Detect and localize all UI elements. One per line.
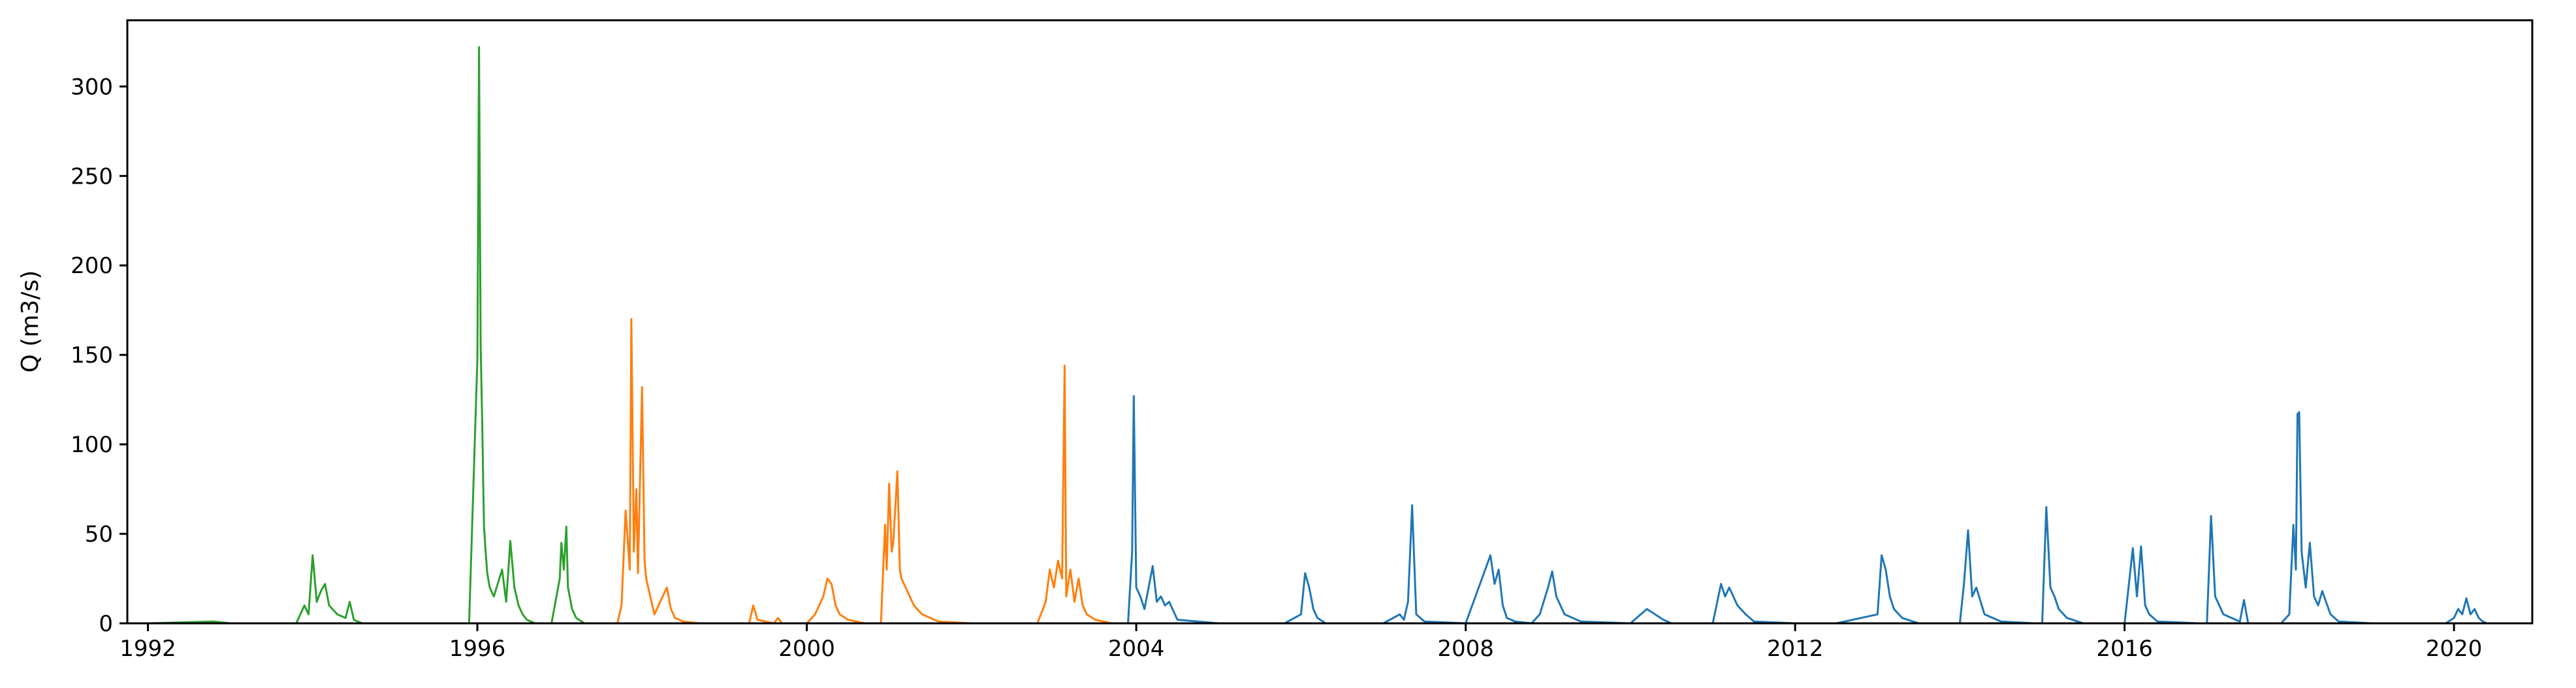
series-line-1 xyxy=(148,46,601,625)
x-tick-label: 2008 xyxy=(1437,636,1494,662)
x-tick-label: 2012 xyxy=(1767,636,1824,662)
x-tick-label: 1996 xyxy=(449,636,506,662)
x-tick-label: 2000 xyxy=(778,636,835,662)
x-tick-label: 1992 xyxy=(119,636,176,662)
y-axis: 0 50 100 150 200 250 300 xyxy=(71,74,127,637)
y-tick-label: 50 xyxy=(85,521,113,548)
series-layer xyxy=(148,46,2488,625)
plot-frame xyxy=(126,19,2534,625)
x-tick-label: 2004 xyxy=(1108,636,1165,662)
y-tick-label: 300 xyxy=(71,74,113,100)
x-tick-label: 2020 xyxy=(2426,636,2483,662)
y-axis-label: Q (m3/s) xyxy=(17,270,44,373)
series-line-3 xyxy=(1127,395,2488,625)
y-tick-label: 200 xyxy=(71,253,113,279)
y-tick-label: 250 xyxy=(71,163,113,189)
y-tick-label: 100 xyxy=(71,432,113,458)
x-tick-label: 2016 xyxy=(2096,636,2153,662)
series-line-2 xyxy=(601,318,1128,625)
y-tick-label: 150 xyxy=(71,342,113,369)
y-tick-label: 0 xyxy=(99,611,113,637)
x-axis: 1992 1996 2000 2004 2008 2012 2016 2020 xyxy=(119,623,2482,662)
